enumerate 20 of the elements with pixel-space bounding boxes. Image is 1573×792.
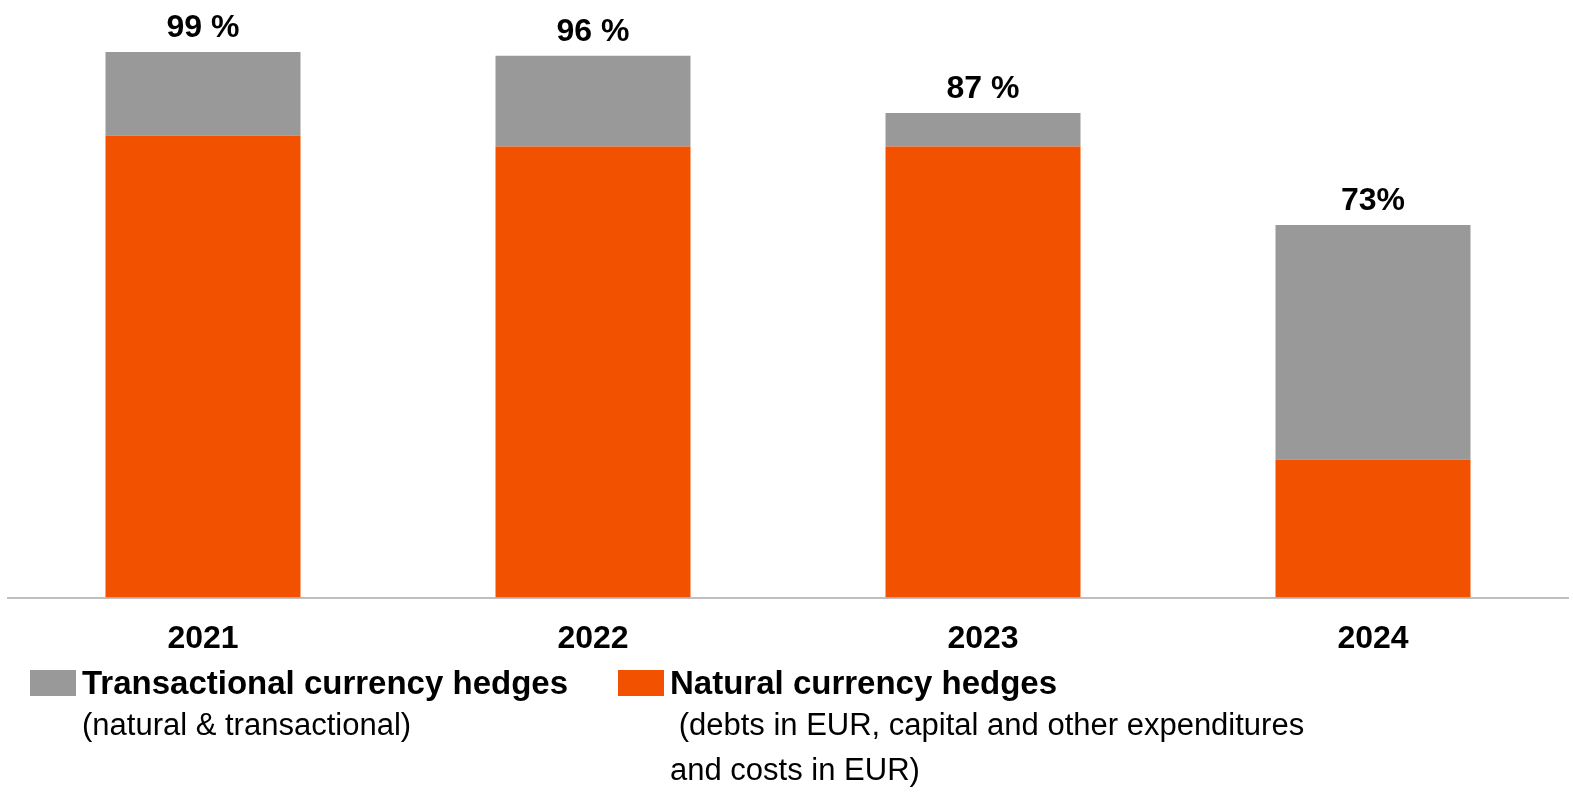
annotation: 99 % xyxy=(166,7,240,44)
bar xyxy=(495,55,691,147)
text: (debts in EUR, capital and other expenditures and costs in EUR) xyxy=(669,706,1305,789)
legend-label: Transactional currency hedges xyxy=(82,664,569,702)
bar xyxy=(1275,224,1471,460)
x-tick-label: 2022 xyxy=(557,618,629,655)
text: (natural & transactional) xyxy=(81,706,413,744)
bar xyxy=(105,135,301,598)
bar xyxy=(105,52,301,136)
bar xyxy=(885,146,1081,598)
annotation: 87 % xyxy=(946,68,1020,105)
x-tick-label: 2021 xyxy=(167,618,239,655)
bar xyxy=(495,146,691,598)
bar xyxy=(1275,459,1471,598)
x-tick-label: 2023 xyxy=(947,618,1019,655)
annotation: 96 % xyxy=(556,11,630,48)
annotation: 73% xyxy=(1340,180,1406,217)
x-tick-label: 2024 xyxy=(1337,618,1409,655)
legend-label: Natural currency hedges xyxy=(670,664,1058,702)
bar xyxy=(885,113,1081,147)
